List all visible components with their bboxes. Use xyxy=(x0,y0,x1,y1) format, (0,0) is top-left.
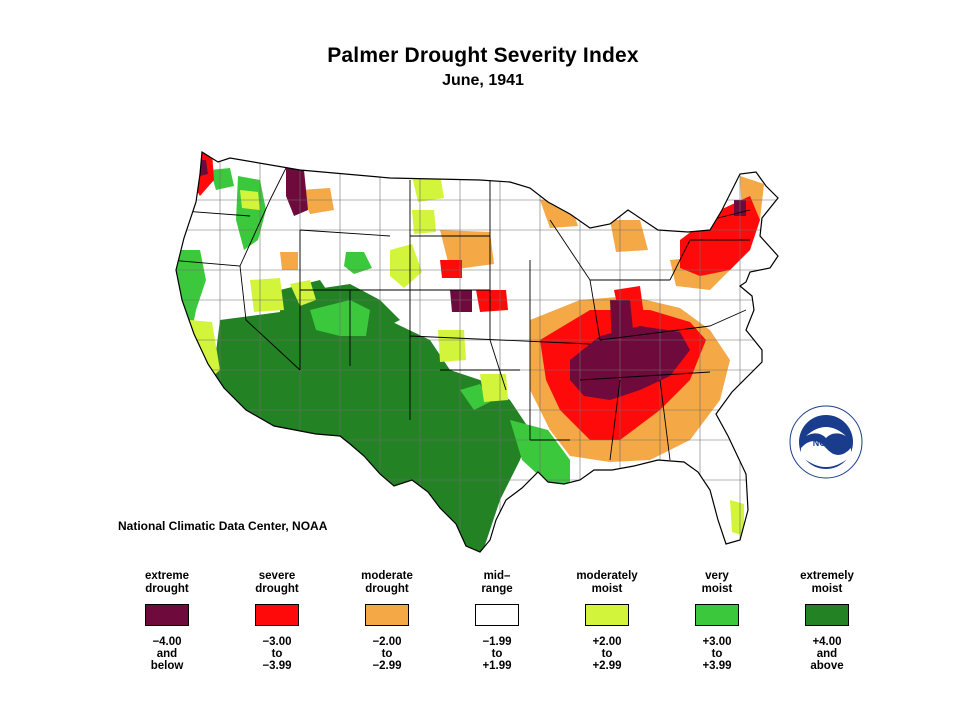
legend-swatch xyxy=(145,604,189,626)
legend-label-line: drought xyxy=(255,583,299,595)
legend-label: severe drought xyxy=(222,566,332,596)
legend-label-line: moderately xyxy=(576,570,638,582)
us-drought-map xyxy=(150,140,790,570)
map-title: Palmer Drought Severity Index xyxy=(327,44,639,67)
legend-range-line: −1.99 xyxy=(482,636,512,648)
legend-swatch xyxy=(255,604,299,626)
legend-item: moderately moist +2.00 to +2.99 xyxy=(552,566,662,672)
legend-swatch xyxy=(695,604,739,626)
legend-swatch xyxy=(365,604,409,626)
legend-range-line: −2.99 xyxy=(372,660,402,672)
legend-range-line: to xyxy=(491,648,503,660)
legend-label-line: moist xyxy=(701,583,733,595)
legend-label-line: mid– xyxy=(483,570,511,582)
legend-item: extremely moist +4.00 and above xyxy=(772,566,882,672)
legend-swatch xyxy=(475,604,519,626)
legend-range-line: and xyxy=(816,648,838,660)
legend-label-line: moist xyxy=(591,583,623,595)
legend-range-line: to xyxy=(271,648,283,660)
legend-label: moderate drought xyxy=(332,566,442,596)
legend-range: +4.00 and above xyxy=(772,636,882,672)
map-subtitle: June, 1941 xyxy=(442,72,524,89)
legend-range-line: +3.99 xyxy=(702,660,732,672)
legend-range-line: +2.99 xyxy=(592,660,622,672)
noaa-logo-text: NOAA xyxy=(813,438,840,448)
legend-range-line: above xyxy=(810,660,844,672)
legend-range: +2.00 to +2.99 xyxy=(552,636,662,672)
legend-range-line: +1.99 xyxy=(482,660,512,672)
state-borders xyxy=(176,159,751,461)
legend-range-line: below xyxy=(150,660,184,672)
legend-range: −1.99 to +1.99 xyxy=(442,636,552,672)
legend-label: very moist xyxy=(662,566,772,596)
noaa-logo-icon: NOAA xyxy=(788,404,864,480)
legend-label: extremely moist xyxy=(772,566,882,596)
legend-label-line: very xyxy=(705,570,729,582)
legend-range-line: +4.00 xyxy=(812,636,842,648)
legend-range-line: −3.00 xyxy=(262,636,292,648)
legend-range-line: +3.00 xyxy=(702,636,732,648)
legend-item: moderate drought −2.00 to −2.99 xyxy=(332,566,442,672)
source-credit: National Climatic Data Center, NOAA xyxy=(118,519,328,533)
legend-item: very moist +3.00 to +3.99 xyxy=(662,566,772,672)
legend-label-line: range xyxy=(481,583,513,595)
legend-label: extreme drought xyxy=(112,566,222,596)
legend-range: +3.00 to +3.99 xyxy=(662,636,772,672)
legend-range-line: −4.00 xyxy=(152,636,182,648)
legend-range-line: to xyxy=(601,648,613,660)
legend-label-line: extremely xyxy=(800,570,854,582)
legend-range: −4.00 and below xyxy=(112,636,222,672)
legend-label-line: drought xyxy=(365,583,409,595)
legend: extreme drought −4.00 and below severe drought… xyxy=(112,566,872,686)
legend-label-line: severe xyxy=(258,570,296,582)
legend-range-line: −2.00 xyxy=(372,636,402,648)
legend-range: −3.00 to −3.99 xyxy=(222,636,332,672)
legend-range-line: and xyxy=(156,648,178,660)
legend-label-line: drought xyxy=(145,583,189,595)
legend-label-line: moderate xyxy=(361,570,413,582)
legend-item: severe drought −3.00 to −3.99 xyxy=(222,566,332,672)
legend-range-line: to xyxy=(711,648,723,660)
legend-label-line: moist xyxy=(811,583,843,595)
legend-item: extreme drought −4.00 and below xyxy=(112,566,222,672)
legend-label-line: extreme xyxy=(144,570,190,582)
legend-range-line: −3.99 xyxy=(262,660,292,672)
legend-label: mid– range xyxy=(442,566,552,596)
legend-swatch xyxy=(805,604,849,626)
legend-range-line: +2.00 xyxy=(592,636,622,648)
legend-swatch xyxy=(585,604,629,626)
legend-range-line: to xyxy=(381,648,393,660)
legend-label: moderately moist xyxy=(552,566,662,596)
legend-range: −2.00 to −2.99 xyxy=(332,636,442,672)
legend-item: mid– range −1.99 to +1.99 xyxy=(442,566,552,672)
